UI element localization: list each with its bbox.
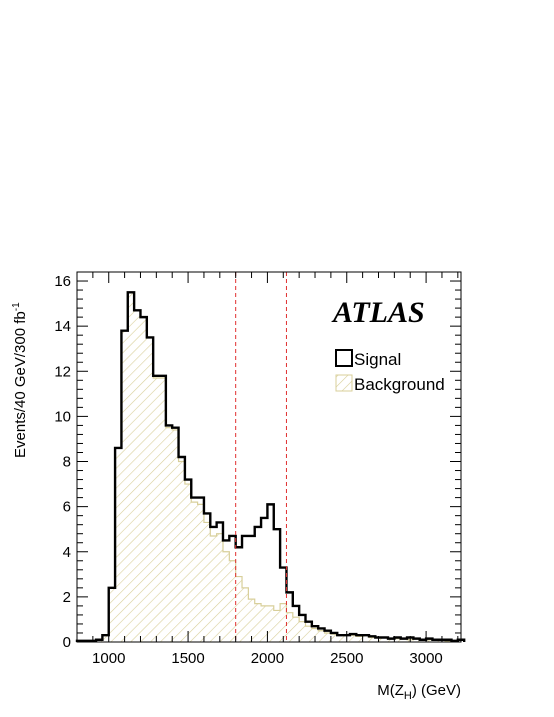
x-tick-label: 2500 [330, 650, 363, 667]
y-tick-label: 12 [54, 363, 71, 380]
legend-background-label: Background [354, 375, 445, 394]
signal-layer [75, 291, 466, 643]
x-tick-label: 1500 [171, 650, 204, 667]
y-tick-label: 2 [63, 589, 71, 606]
plot-frame [76, 271, 462, 643]
legend-background-swatch [335, 374, 353, 392]
y-axis-title: Events/40 GeV/300 fb-1 [11, 302, 29, 458]
signal-histogram [75, 291, 466, 643]
y-tick-label: 4 [63, 544, 71, 561]
y-axis: 0 2 4 6 8 10 12 14 16 [54, 273, 461, 651]
x-tick-label: 1000 [92, 650, 125, 667]
y-tick-label: 8 [63, 454, 71, 471]
y-tick-label: 10 [54, 408, 71, 425]
background-layer [76, 291, 465, 642]
x-axis-title: M(ZH) (GeV) [377, 682, 461, 702]
y-tick-label: 14 [54, 318, 71, 335]
y-tick-label: 6 [63, 499, 71, 516]
atlas-label: ATLAS [331, 296, 425, 329]
x-tick-label: 2000 [251, 650, 284, 667]
mass-window-lines [235, 272, 287, 642]
x-axis: 1000 1500 2000 2500 3000 [92, 272, 459, 667]
legend-signal-swatch [335, 349, 353, 367]
y-tick-label: 0 [63, 634, 71, 651]
legend: Signal Background [335, 349, 445, 394]
experiment-label: ATLAS [331, 296, 425, 329]
background-fill [77, 292, 465, 642]
x-tick-label: 3000 [409, 650, 442, 667]
y-tick-label: 16 [54, 273, 71, 290]
legend-signal-label: Signal [354, 350, 401, 369]
